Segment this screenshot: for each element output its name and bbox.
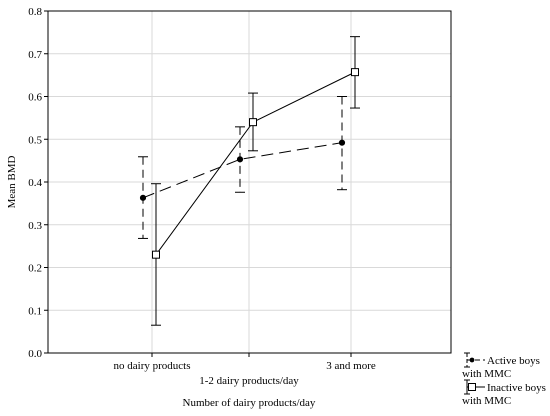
x-tick-label-0: no dairy products bbox=[114, 360, 191, 372]
y-tick-label-0: 0.0 bbox=[28, 348, 42, 360]
y-tick-label-5: 0.5 bbox=[28, 134, 42, 146]
y-tick-label-1: 0.1 bbox=[28, 305, 42, 317]
legend-label-line1-0: Active boys bbox=[487, 355, 540, 367]
legend-label-line2-0: with MMC bbox=[462, 368, 511, 380]
y-tick-label-2: 0.2 bbox=[28, 263, 42, 275]
series-line-0 bbox=[142, 142, 343, 199]
data-point-0-1 bbox=[236, 156, 244, 163]
legend-label-line1-1: Inactive boys bbox=[487, 382, 546, 394]
x-axis: no dairy products 1-2 dairy products/day 3… bbox=[114, 353, 376, 387]
data-point-1-0 bbox=[152, 250, 160, 259]
data-point-0-2 bbox=[338, 139, 346, 146]
data-point-1-1 bbox=[249, 118, 257, 127]
series-line-1 bbox=[155, 71, 356, 255]
x-tick-label-2: 3 and more bbox=[326, 360, 376, 372]
series-0 bbox=[138, 96, 347, 239]
y-tick-label-6: 0.6 bbox=[28, 92, 42, 104]
series-layer bbox=[138, 36, 360, 326]
legend-symbol-marker-1 bbox=[468, 383, 476, 391]
legend-label-line2-1: with MMC bbox=[462, 395, 511, 407]
series-1 bbox=[151, 36, 360, 326]
y-axis-title: Mean BMD bbox=[6, 156, 18, 209]
x-axis-title: Number of dairy products/day bbox=[183, 397, 316, 409]
legend-symbol-marker-0 bbox=[469, 357, 475, 363]
y-tick-label-4: 0.4 bbox=[28, 177, 42, 189]
y-axis: 0.0 0.1 0.2 0.3 0.4 0.5 0.6 0.7 0.8 bbox=[28, 6, 48, 360]
y-tick-label-3: 0.3 bbox=[28, 220, 42, 232]
data-point-1-2 bbox=[351, 68, 359, 77]
data-point-0-0 bbox=[139, 194, 147, 201]
grid bbox=[48, 11, 451, 353]
x-tick-label-1: 1-2 dairy products/day bbox=[199, 375, 299, 387]
y-tick-label-8: 0.8 bbox=[28, 6, 42, 18]
y-tick-label-7: 0.7 bbox=[28, 49, 42, 61]
